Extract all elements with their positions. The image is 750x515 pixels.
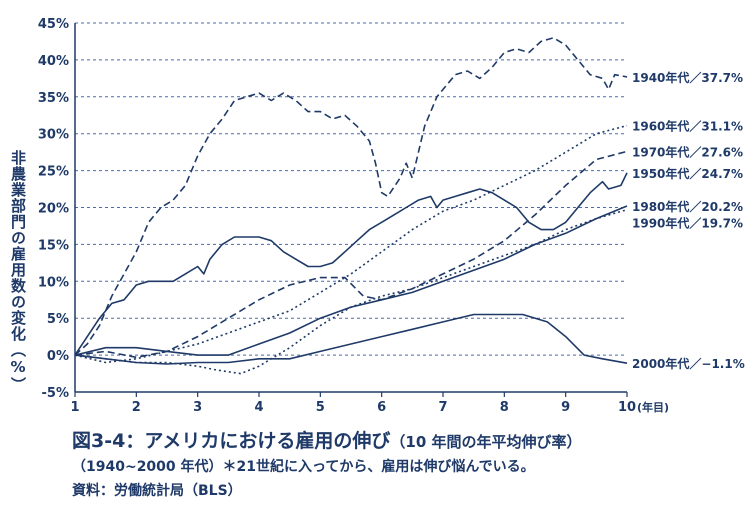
series-line-2000年代 [74,313,628,365]
figure-title-main: 図3-4：アメリカにおける雇用の伸び [72,430,391,452]
x-tick-label: 2 [132,400,141,415]
x-axis-unit: (年目) [637,400,669,414]
series-line-1950年代 [74,172,628,356]
x-tick-label: 9 [561,400,570,415]
x-tick-label: 4 [254,400,263,415]
x-tick-label: 8 [500,400,509,415]
y-tick-label: 40% [38,54,69,69]
figure-source: 資料：労働統計局（BLS） [72,483,242,499]
y-tick-label: 35% [38,91,69,106]
x-tick-label: 10 [618,400,636,415]
figure-subtitle: （1940~2000 年代）＊21世紀に入ってから、雇用は伸び悩んでいる。 [72,459,535,475]
y-tick-label: 30% [38,128,69,143]
x-tick-label: 3 [193,400,202,415]
figure-title: 図3-4：アメリカにおける雇用の伸び（10 年間の年平均伸び率） [72,426,582,453]
series-line-1970年代 [74,150,628,359]
figure-title-paren: （10 年間の年平均伸び率） [390,433,582,451]
x-tick-label: 1 [70,400,79,415]
y-tick-label: 25% [38,165,69,180]
series-end-label: 1940年代／37.7% [632,70,743,85]
y-tick-label: 0% [47,349,69,364]
series-line-1940年代 [74,37,628,356]
series-line-1990年代 [74,208,628,375]
y-tick-label: -5% [42,386,69,401]
y-tick-label: 20% [38,202,69,217]
series-end-label: 1970年代／27.6% [632,144,743,159]
x-tick-label: 6 [377,400,386,415]
series-end-label: 1960年代／31.1% [632,119,743,134]
series-end-label: 2000年代／−1.1% [632,356,745,371]
series-end-label: 1950年代／24.7% [632,166,743,181]
y-tick-label: 15% [38,238,69,253]
line-chart: -5% 0% 5% 10% 15% 20% 25% 30% 35% 40% 45% 1 2 3 4 5 6 7 8 9… [38,17,745,415]
y-tick-label: 45% [38,17,69,32]
y-axis-label: 非農業部門の雇用数の変化（%） [9,150,27,393]
x-tick-label: 7 [438,400,447,415]
x-tick-label: 5 [316,400,325,415]
y-tick-label: 5% [47,312,69,327]
series-end-label: 1980年代／20.2% [632,199,743,214]
y-tick-label: 10% [38,275,69,290]
series-end-label: 1990年代／19.7% [632,215,743,230]
